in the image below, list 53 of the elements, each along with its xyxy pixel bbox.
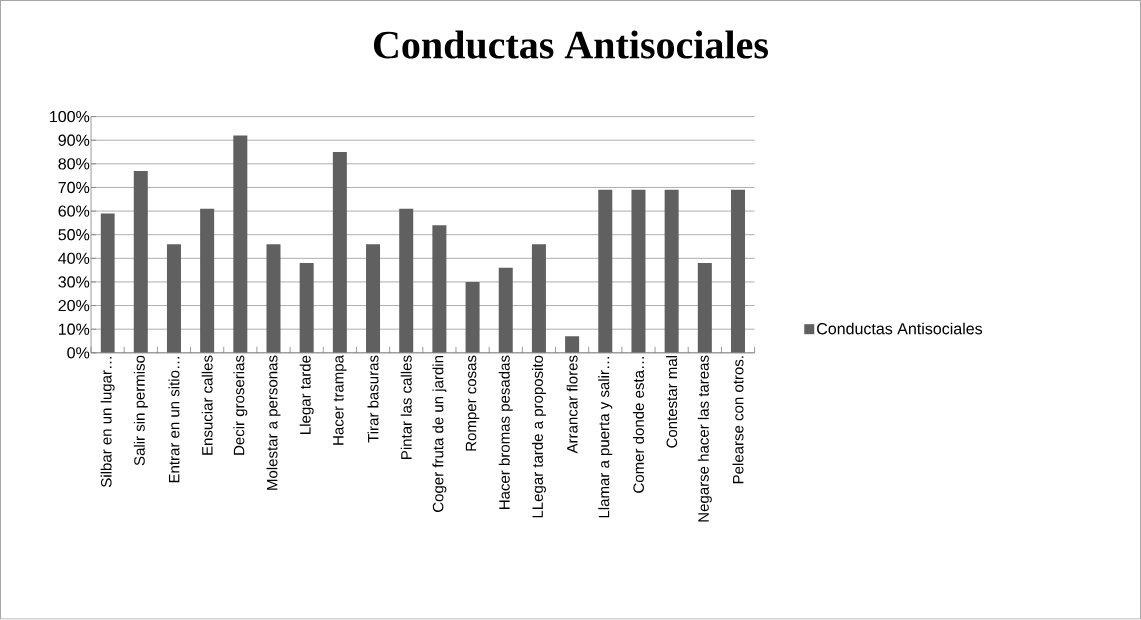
bar: [100, 213, 115, 354]
x-tick-label: Romper cosas: [465, 355, 480, 451]
bar: [697, 263, 712, 354]
y-tick-label: 30%: [58, 276, 90, 288]
bar: [166, 244, 181, 354]
y-tick-label: 50%: [58, 229, 90, 241]
x-tick-label: Arrancar flores: [566, 355, 578, 454]
bar: [233, 135, 248, 354]
bar: [664, 190, 679, 354]
bar: [332, 152, 347, 354]
x-tick-label: Molestar a personas: [266, 355, 281, 491]
legend-label: Conductas Antisociales: [817, 322, 983, 335]
x-tick-label: Silbar en un lugar…: [100, 357, 115, 488]
bar: [598, 190, 613, 354]
x-tick-label: Coger fruta de un jardin: [432, 356, 447, 513]
y-tick-label: 90%: [58, 134, 90, 147]
x-tick-label: Hacer bromas pesadas: [498, 355, 513, 510]
y-tick-label: 40%: [58, 252, 90, 265]
x-tick-label: Salir sin permiso: [133, 355, 148, 466]
x-tick-label: Hacer trampa: [333, 355, 347, 445]
x-tick-label: Contestar mal: [666, 356, 678, 448]
bar: [465, 282, 480, 354]
bar: [133, 171, 148, 354]
x-tick-label: Llegar tarde: [299, 355, 314, 435]
bar: [266, 244, 281, 354]
x-tick-label: Ensuciar calles: [201, 355, 213, 455]
y-tick-label: 80%: [58, 158, 90, 170]
x-tick-label: Pintar las calles: [400, 355, 412, 460]
bar: [399, 208, 414, 354]
x-tick-label: Tirar basuras: [367, 355, 379, 443]
bar: [366, 244, 381, 354]
bar: [299, 263, 314, 354]
x-tick-label: Negarse hacer las tareas: [697, 355, 712, 522]
bar: [531, 244, 546, 354]
x-tick-label: LLegar tarde a proposito: [531, 355, 546, 518]
bar: [730, 190, 745, 354]
x-tick-label: Comer donde esta…: [632, 357, 644, 493]
x-tick-label: Pelearse con otros.: [732, 356, 744, 484]
bar: [498, 268, 513, 354]
x-tick-label: Decir groserias: [233, 355, 248, 455]
chart-title: Conductas Antisociales: [373, 30, 768, 59]
y-tick-label: 70%: [58, 182, 90, 194]
bar: [565, 336, 580, 354]
x-tick-label: Entrar en un sitio…: [168, 357, 180, 483]
x-tick-label: Llamar a puerta y salir…: [598, 357, 613, 518]
bar: [432, 225, 447, 354]
y-tick-label: 10%: [58, 323, 90, 336]
y-tick-label: 60%: [58, 205, 90, 217]
y-tick-label: 100%: [50, 111, 90, 123]
bar: [631, 190, 646, 354]
y-tick-label: 20%: [58, 300, 90, 312]
y-tick-label: 0%: [67, 347, 90, 359]
bar: [200, 208, 215, 354]
